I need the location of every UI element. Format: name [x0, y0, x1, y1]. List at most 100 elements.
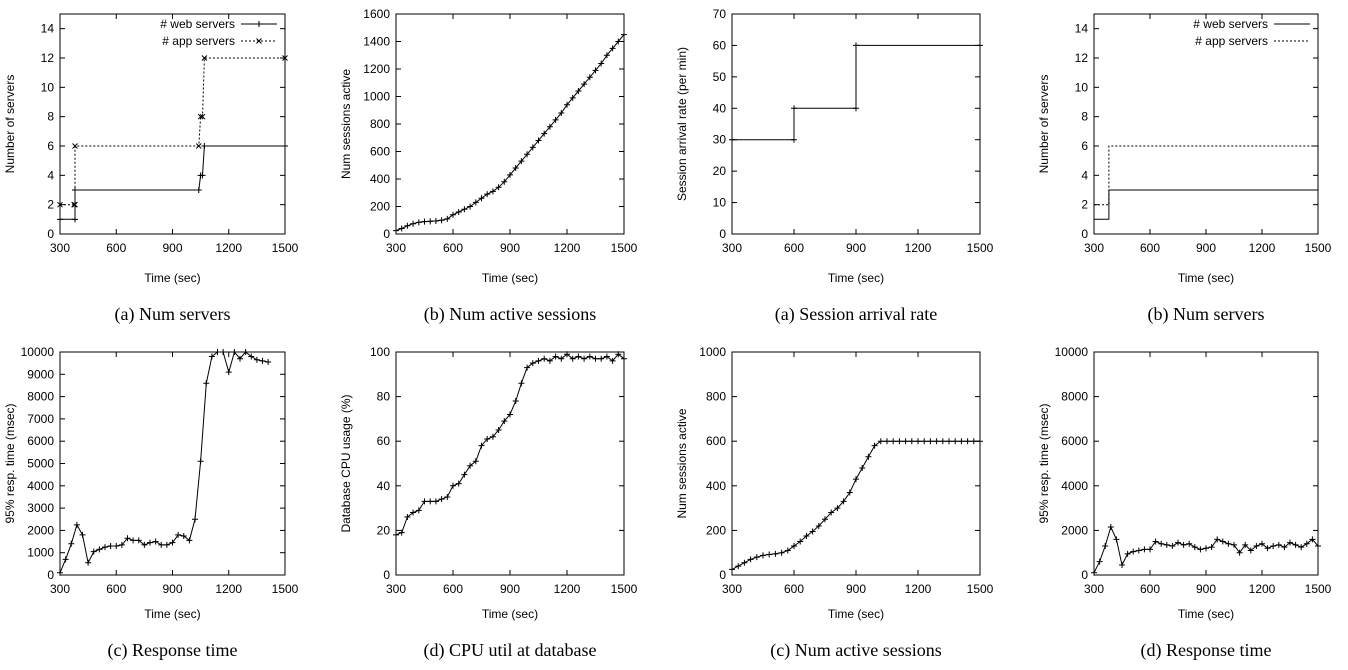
data-point: [512, 165, 519, 171]
data-point: [231, 349, 238, 355]
data-point: [1186, 540, 1193, 547]
data-point: [1287, 539, 1293, 546]
data-point: [518, 158, 525, 165]
data-point: [201, 55, 208, 61]
data-point: [1102, 543, 1109, 550]
data-point: [197, 458, 204, 465]
data-point: [484, 435, 491, 442]
y-tick-label: 0: [719, 227, 726, 241]
data-point: [73, 521, 80, 528]
y-tick-label: 5000: [27, 457, 54, 471]
data-point: [822, 516, 828, 523]
x-tick-label: 600: [106, 582, 126, 596]
y-tick-label: 0: [1081, 568, 1088, 582]
data-point: [192, 516, 198, 523]
y-tick-label: 2: [1081, 198, 1088, 212]
y-tick-label: 6: [1081, 139, 1088, 153]
data-point: [615, 38, 622, 45]
x-tick-label: 1200: [905, 582, 932, 596]
data-point: [1214, 536, 1221, 543]
data-point: [62, 556, 69, 563]
y-tick-label: 8: [1081, 110, 1088, 124]
data-point: [199, 172, 206, 179]
y-tick-label: 20: [377, 523, 391, 537]
series-line-1: [1094, 189, 1318, 220]
data-point: [921, 438, 928, 445]
data-point: [791, 105, 797, 112]
x-tick-label: 1200: [215, 582, 242, 596]
y-tick-label: 0: [719, 568, 726, 582]
data-point: [908, 438, 915, 445]
y-tick-label: 400: [370, 172, 390, 186]
data-point: [432, 217, 439, 224]
chart-panel-5: 300 600 900 1200 1500 0 1000 2000 3000 4000 5000 60…: [3, 345, 299, 661]
data-point: [586, 74, 593, 81]
chart-panel-8: 300 600 900 1200 1500 0 2000 4000 6000 8000 10000 T…: [1037, 345, 1332, 661]
y-tick-label: 4000: [27, 479, 54, 493]
data-point: [444, 493, 451, 500]
data-point: [152, 538, 159, 545]
y-tick-label: 0: [47, 568, 54, 582]
x-tick-label: 600: [1140, 241, 1160, 255]
data-point: [609, 45, 616, 52]
data-point: [130, 537, 137, 544]
y-tick-label: 1000: [27, 546, 54, 560]
data-point: [1147, 546, 1153, 553]
data-point: [71, 201, 77, 208]
plot-frame: [1093, 351, 1319, 576]
data-point: [1225, 540, 1232, 547]
x-tick-label: 900: [500, 241, 520, 255]
panel-caption: (a) Session arrival rate: [775, 304, 937, 325]
series-line-2: [1094, 145, 1318, 206]
y-tick-label: 80: [377, 390, 391, 404]
data-point: [444, 215, 451, 222]
series-line-1: [732, 44, 980, 141]
plot-frame: [395, 351, 625, 576]
data-point: [558, 110, 565, 116]
data-point: [461, 206, 468, 213]
y-axis-label: 95% resp. time (msec): [3, 403, 17, 523]
data-point: [1247, 547, 1254, 554]
data-point: [195, 143, 202, 149]
series-line-1: [395, 34, 625, 232]
data-point: [853, 105, 859, 112]
data-point: [915, 438, 921, 445]
data-point: [201, 143, 208, 149]
x-tick-label: 300: [386, 582, 406, 596]
y-tick-label: 20: [713, 164, 727, 178]
y-axis-label: 95% resp. time (msec): [1037, 403, 1051, 523]
data-point: [1152, 538, 1159, 545]
x-tick-label: 1500: [1305, 241, 1332, 255]
data-point: [877, 438, 884, 445]
data-point: [1135, 547, 1142, 554]
y-tick-label: 2000: [1061, 523, 1088, 537]
y-tick-label: 10: [713, 196, 727, 210]
data-point: [753, 554, 760, 561]
data-point: [1236, 549, 1243, 556]
y-tick-label: 0: [383, 568, 390, 582]
y-axis-label: Session arrival rate (per min): [675, 47, 689, 201]
data-point: [186, 537, 193, 544]
legend-label: # app servers: [1195, 34, 1268, 48]
data-point: [535, 357, 542, 364]
data-point: [1169, 543, 1176, 550]
x-tick-label: 300: [722, 582, 742, 596]
data-point: [809, 528, 816, 535]
data-point: [90, 548, 97, 555]
x-axis-label: Time (sec): [828, 607, 884, 621]
data-point: [1275, 541, 1282, 548]
x-tick-label: 1200: [1249, 582, 1276, 596]
data-point: [1107, 524, 1114, 531]
x-tick-label: 600: [784, 582, 804, 596]
y-tick-label: 14: [1075, 22, 1089, 36]
data-point: [282, 143, 288, 149]
data-point: [398, 529, 405, 536]
data-point: [180, 532, 187, 539]
data-point: [427, 498, 434, 505]
y-tick-label: 40: [713, 101, 727, 115]
data-point: [507, 411, 513, 418]
series-line-2: [60, 57, 285, 206]
y-tick-label: 6000: [1061, 434, 1088, 448]
data-point: [828, 509, 835, 516]
y-axis-label: Number of servers: [3, 75, 17, 174]
